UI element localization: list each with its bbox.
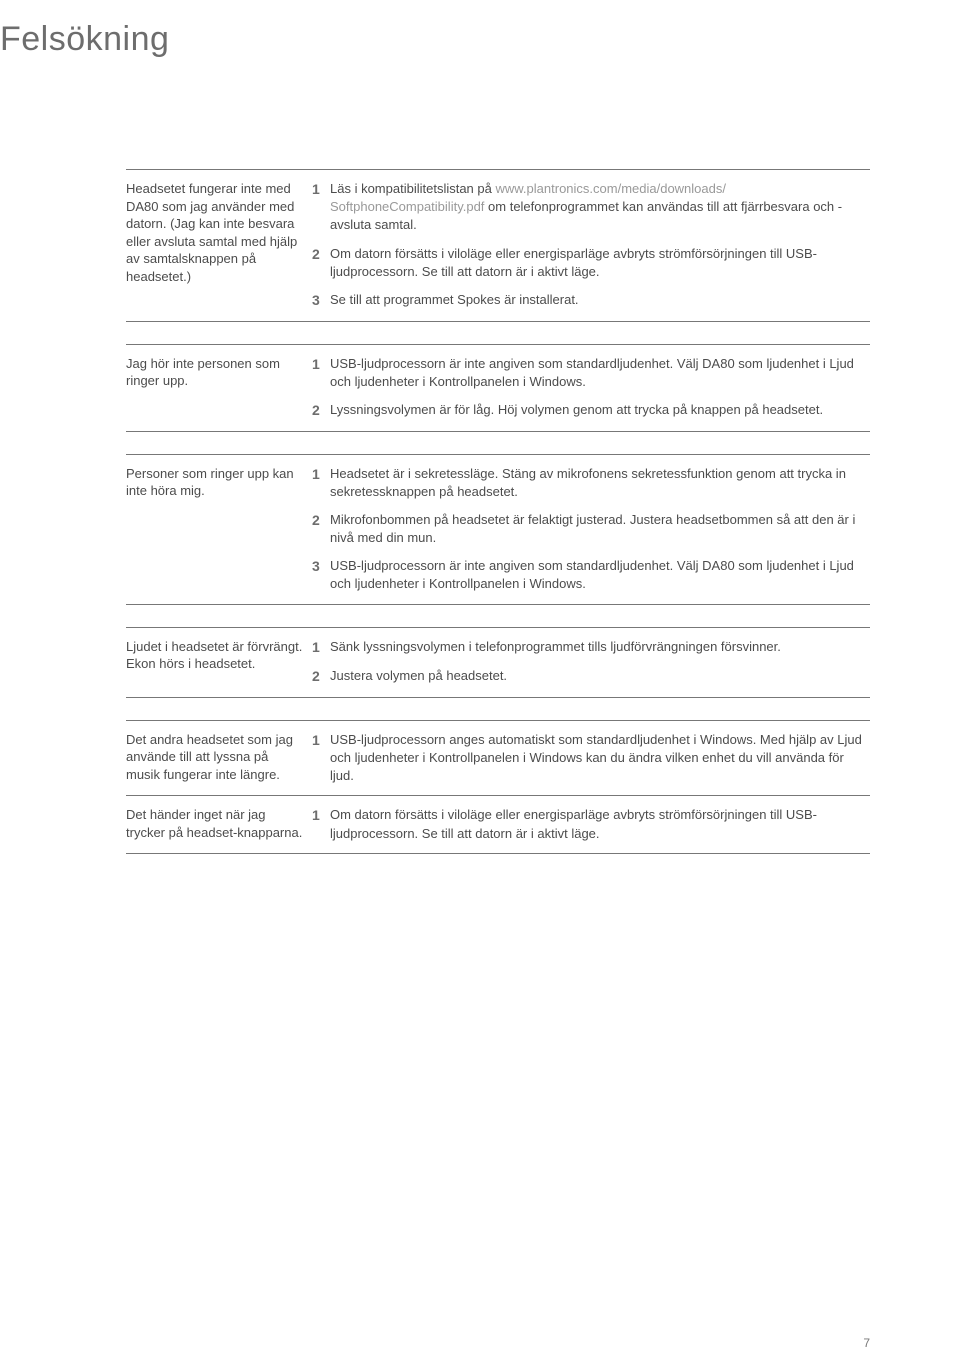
problem-text: Personer som ringer upp kan inte höra mi…: [126, 465, 312, 594]
step-number: 1: [312, 180, 330, 235]
problem-text: Det händer inget när jag trycker på head…: [126, 806, 312, 842]
solution-text: USB-ljudprocessorn anges automatiskt som…: [330, 731, 870, 786]
table-row: Det händer inget när jag trycker på head…: [126, 795, 870, 853]
step-number: 1: [312, 806, 330, 842]
table-row: Headsetet fungerar inte med DA80 som jag…: [126, 169, 870, 322]
solution-text: Läs i kompatibilitetslistan på www.plant…: [330, 180, 870, 235]
step-number: 2: [312, 401, 330, 421]
solution-item: 1 USB-ljudprocessorn är inte angiven som…: [312, 355, 870, 391]
solution-item: 3 Se till att programmet Spokes är insta…: [312, 291, 870, 311]
solution-item: 1 Sänk lyssningsvolymen i telefonprogram…: [312, 638, 870, 658]
problem-text: Jag hör inte personen som ringer upp.: [126, 355, 312, 421]
solutions: 1 Sänk lyssningsvolymen i telefonprogram…: [312, 638, 870, 687]
solutions: 1 Om datorn försätts i viloläge eller en…: [312, 806, 870, 842]
solution-item: 2 Mikrofonbommen på headsetet är felakti…: [312, 511, 870, 547]
solution-text: Headsetet är i sekretessläge. Stäng av m…: [330, 465, 870, 501]
solution-text: Justera volymen på headsetet.: [330, 667, 870, 687]
step-number: 2: [312, 511, 330, 547]
url-text: SoftphoneCompatibility.pdf: [330, 199, 484, 214]
solutions: 1 USB-ljudprocessorn anges automatiskt s…: [312, 731, 870, 786]
page-title: Felsökning: [0, 20, 870, 59]
solution-text: Om datorn försätts i viloläge eller ener…: [330, 806, 870, 842]
solution-text: Lyssningsvolymen är för låg. Höj volymen…: [330, 401, 870, 421]
solution-item: 2 Justera volymen på headsetet.: [312, 667, 870, 687]
troubleshooting-table: Headsetet fungerar inte med DA80 som jag…: [0, 169, 870, 854]
solutions: 1 Headsetet är i sekretessläge. Stäng av…: [312, 465, 870, 594]
step-number: 2: [312, 245, 330, 281]
solution-text: USB-ljudprocessorn är inte angiven som s…: [330, 557, 870, 593]
solution-item: 2 Om datorn försätts i viloläge eller en…: [312, 245, 870, 281]
solution-item: 1 Läs i kompatibilitetslistan på www.pla…: [312, 180, 870, 235]
step-number: 1: [312, 465, 330, 501]
step-number: 3: [312, 291, 330, 311]
solution-item: 3 USB-ljudprocessorn är inte angiven som…: [312, 557, 870, 593]
solution-text: Sänk lyssningsvolymen i telefonprogramme…: [330, 638, 870, 658]
solution-item: 1 Om datorn försätts i viloläge eller en…: [312, 806, 870, 842]
solution-text: Om datorn försätts i viloläge eller ener…: [330, 245, 870, 281]
text-fragment: Läs i kompatibilitetslistan på: [330, 181, 495, 196]
table-row: Det andra headsetet som jag använde till…: [126, 720, 870, 796]
solution-text: USB-ljudprocessorn är inte angiven som s…: [330, 355, 870, 391]
solution-text: Se till att programmet Spokes är install…: [330, 291, 870, 311]
solutions: 1 Läs i kompatibilitetslistan på www.pla…: [312, 180, 870, 311]
step-number: 2: [312, 667, 330, 687]
solution-text: Mikrofonbommen på headsetet är felaktigt…: [330, 511, 870, 547]
table-row: Jag hör inte personen som ringer upp. 1 …: [126, 344, 870, 432]
problem-text: Ljudet i headsetet är förvrängt. Ekon hö…: [126, 638, 312, 687]
problem-text: Headsetet fungerar inte med DA80 som jag…: [126, 180, 312, 311]
solution-item: 2 Lyssningsvolymen är för låg. Höj volym…: [312, 401, 870, 421]
url-text: www.plantronics.com/media/downloads/: [495, 181, 726, 196]
solution-item: 1 USB-ljudprocessorn anges automatiskt s…: [312, 731, 870, 786]
solution-item: 1 Headsetet är i sekretessläge. Stäng av…: [312, 465, 870, 501]
table-row: Personer som ringer upp kan inte höra mi…: [126, 454, 870, 605]
step-number: 1: [312, 731, 330, 786]
problem-text: Det andra headsetet som jag använde till…: [126, 731, 312, 786]
page-number: 7: [863, 1336, 870, 1350]
step-number: 3: [312, 557, 330, 593]
step-number: 1: [312, 638, 330, 658]
solutions: 1 USB-ljudprocessorn är inte angiven som…: [312, 355, 870, 421]
step-number: 1: [312, 355, 330, 391]
table-row: Ljudet i headsetet är förvrängt. Ekon hö…: [126, 627, 870, 698]
